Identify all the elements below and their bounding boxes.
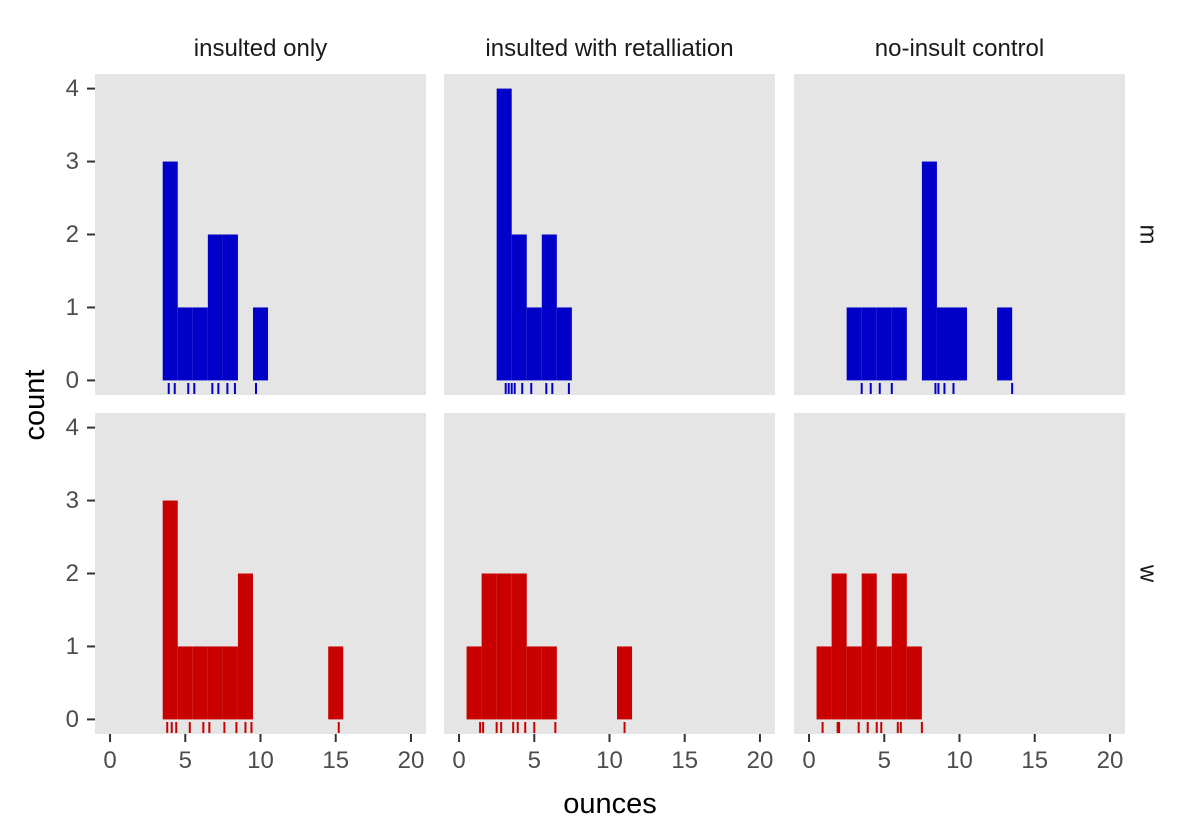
y-tick-label: 2 [66, 560, 79, 587]
y-tick-label: 0 [66, 706, 79, 733]
x-tick-label: 5 [179, 747, 192, 774]
histogram-bar [511, 573, 527, 720]
panel-m-no-insult-control [794, 74, 1125, 395]
histogram-bar [936, 307, 952, 381]
histogram-bar [541, 234, 557, 381]
histogram-bar [861, 573, 877, 720]
x-tick-label: 5 [878, 747, 891, 774]
x-tick-label: 5 [528, 747, 541, 774]
histogram-bar [466, 646, 482, 720]
x-tick-label: 0 [452, 747, 465, 774]
y-axis-title: count [19, 370, 51, 441]
histogram-bar [526, 307, 542, 381]
facet-strip-label-w: w [1135, 564, 1162, 583]
panel-w-no-insult-control [794, 413, 1125, 734]
panel-w-insulted-only [95, 413, 426, 734]
histogram-bar [207, 646, 223, 720]
histogram-bar [511, 234, 527, 381]
histogram-bar [997, 307, 1013, 381]
histogram-bar [617, 646, 633, 720]
y-tick-label: 4 [66, 75, 79, 102]
histogram-bar [496, 88, 512, 381]
histogram-bar [906, 646, 922, 720]
panel-m-insulted-with-retalliation [444, 74, 775, 395]
y-tick-label: 4 [66, 414, 79, 441]
panel-background [95, 413, 426, 734]
x-tick-label: 15 [1021, 747, 1048, 774]
histogram-bar [252, 307, 269, 381]
y-tick-label: 1 [66, 633, 79, 660]
x-tick-label: 20 [747, 747, 774, 774]
panel-w-insulted-with-retalliation [444, 413, 775, 734]
y-tick-label: 0 [66, 367, 79, 394]
histogram-bar [222, 234, 238, 381]
facet-strip-label-insulted-with-retalliation: insulted with retalliation [485, 35, 733, 62]
x-tick-label: 20 [1097, 747, 1124, 774]
histogram-bar [556, 307, 572, 381]
histogram-bar [192, 646, 208, 720]
histogram-bar [177, 646, 193, 720]
y-tick-label: 3 [66, 148, 79, 175]
histogram-bar [876, 307, 892, 381]
x-tick-label: 20 [398, 747, 425, 774]
histogram-bar [921, 161, 937, 381]
y-tick-label: 2 [66, 221, 79, 248]
histogram-bar [162, 161, 178, 381]
histogram-bar [831, 573, 847, 720]
histogram-bar [496, 573, 512, 720]
histogram-bar [192, 307, 208, 381]
histogram-bar [891, 573, 907, 720]
histogram-bar [891, 307, 907, 381]
x-tick-label: 10 [596, 747, 623, 774]
histogram-bar [876, 646, 892, 720]
histogram-bar [481, 573, 497, 720]
histogram-bar [861, 307, 877, 381]
x-tick-label: 10 [946, 747, 973, 774]
x-tick-label: 0 [103, 747, 116, 774]
x-tick-label: 10 [247, 747, 274, 774]
histogram-bar [846, 307, 862, 381]
histogram-bar [541, 646, 557, 720]
histogram-bar [222, 646, 238, 720]
histogram-bar [846, 646, 862, 720]
histogram-bar [177, 307, 193, 381]
x-tick-label: 0 [802, 747, 815, 774]
histogram-bar [816, 646, 832, 720]
histogram-bar [526, 646, 542, 720]
y-tick-label: 3 [66, 487, 79, 514]
histogram-bar [237, 573, 253, 720]
facet-strip-label-m: m [1135, 225, 1162, 245]
histogram-bar [328, 646, 344, 720]
panel-m-insulted-only [95, 74, 426, 395]
x-axis-title: ounces [563, 788, 657, 820]
facet-strip-label-no-insult-control: no-insult control [875, 35, 1044, 62]
y-tick-label: 1 [66, 294, 79, 321]
histogram-bar [207, 234, 223, 381]
histogram-bar [162, 500, 178, 720]
x-tick-label: 15 [322, 747, 349, 774]
panel-background [444, 74, 775, 395]
facet-strip-label-insulted-only: insulted only [194, 35, 327, 62]
histogram-bar [951, 307, 968, 381]
x-tick-label: 15 [671, 747, 698, 774]
